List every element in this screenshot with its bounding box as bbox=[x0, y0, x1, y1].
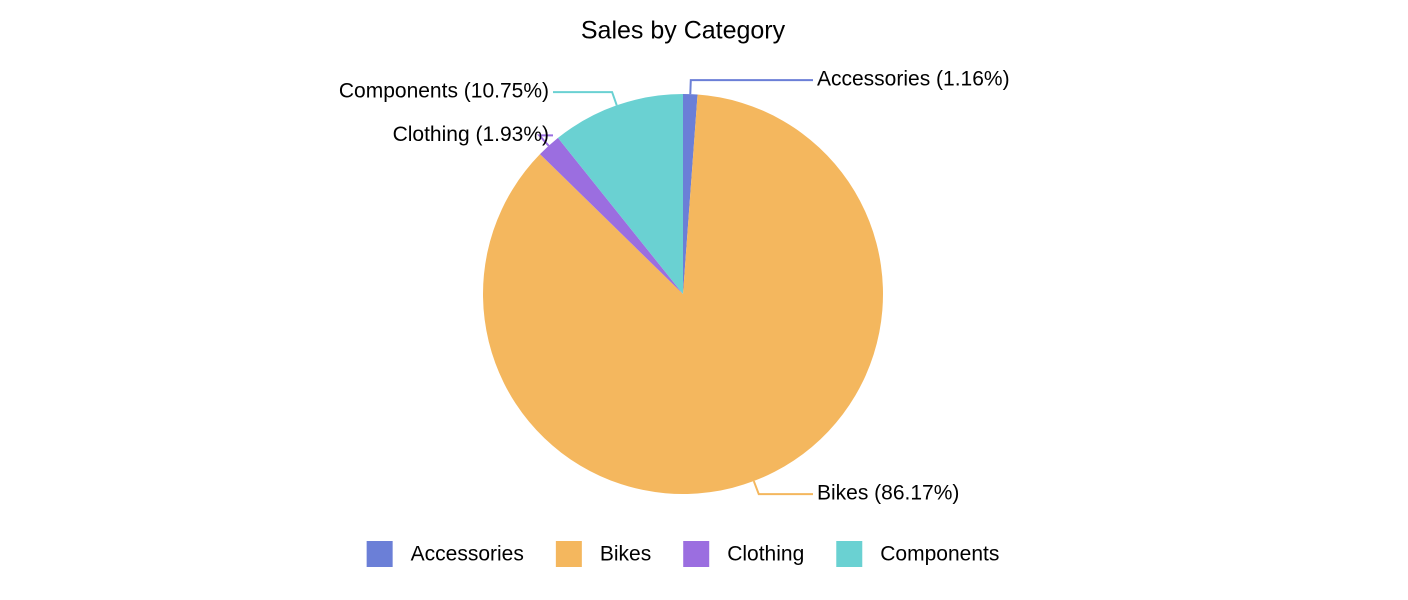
legend-label: Accessories bbox=[411, 543, 524, 566]
legend-label: Components bbox=[880, 543, 999, 566]
leader-line bbox=[752, 480, 813, 496]
pie-slice bbox=[683, 94, 698, 294]
leader-line bbox=[537, 134, 553, 147]
legend-label: Bikes bbox=[600, 543, 651, 566]
legend-label: Clothing bbox=[727, 543, 804, 566]
legend: Accessories Bikes Clothing Components bbox=[366, 541, 999, 567]
pie-slice bbox=[539, 137, 683, 294]
leader-line bbox=[689, 79, 813, 95]
data-label: Accessories (1.16%) bbox=[817, 68, 1010, 91]
pie-slice bbox=[557, 94, 683, 294]
data-label: Components (10.75%) bbox=[339, 80, 549, 103]
leader-line bbox=[553, 91, 618, 106]
legend-swatch bbox=[555, 541, 582, 567]
legend-swatch bbox=[366, 541, 393, 567]
data-label: Bikes (86.17%) bbox=[817, 482, 959, 505]
chart-title: Sales by Category bbox=[581, 17, 786, 45]
pie-slice bbox=[482, 94, 884, 494]
legend-swatch bbox=[836, 541, 863, 567]
legend-swatch bbox=[683, 541, 710, 567]
data-label: Clothing (1.93%) bbox=[393, 123, 549, 146]
